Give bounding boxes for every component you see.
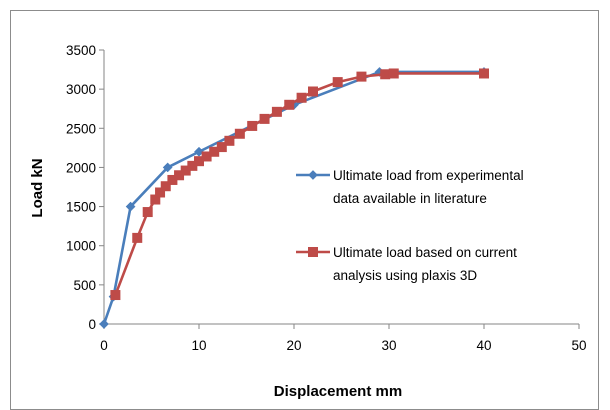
data-point [234, 128, 245, 139]
series-layer [99, 66, 489, 329]
data-point [271, 106, 282, 117]
legend-label: analysis using plaxis 3D [333, 268, 477, 283]
x-tick-label: 20 [286, 338, 301, 353]
legend-label: Ultimate load from experimental [333, 168, 524, 183]
y-tick-label: 2500 [66, 121, 96, 136]
data-point [167, 174, 178, 185]
data-point [216, 142, 227, 153]
x-tick-label: 0 [100, 338, 108, 353]
data-point [296, 92, 307, 103]
axes: 0 500 1000 1500 2000 2500 3000 3500 0 10 20 30 40 50 [66, 43, 587, 353]
data-point [388, 68, 399, 79]
y-axis-title: Load kN [29, 158, 46, 217]
data-point [194, 156, 204, 167]
legend-marker [308, 170, 318, 180]
data-point [284, 99, 295, 110]
legend-item-experimental: Ultimate load from experimental data avai… [296, 168, 524, 206]
data-point [110, 290, 121, 301]
data-point [132, 232, 143, 243]
data-point [160, 181, 171, 192]
data-point [224, 135, 235, 146]
data-point [479, 68, 489, 79]
chart-frame [10, 10, 599, 410]
data-point [155, 187, 166, 198]
y-tick-label: 1500 [66, 200, 96, 215]
x-tick-label: 10 [191, 338, 206, 353]
data-point [162, 162, 173, 173]
y-tick-label: 1000 [66, 239, 96, 254]
data-point [174, 170, 185, 181]
y-tick-label: 3000 [66, 82, 96, 97]
data-point [201, 151, 212, 162]
y-tick-label: 2000 [66, 160, 96, 175]
data-point [380, 69, 391, 80]
series-plaxis [110, 68, 489, 301]
x-tick-label: 30 [381, 338, 396, 353]
data-point [99, 319, 109, 329]
data-point [209, 146, 220, 157]
y-tick-label: 500 [73, 278, 96, 293]
data-point [332, 77, 343, 88]
legend-item-plaxis: Ultimate load based on current analysis u… [296, 245, 517, 283]
legend-label: data available in literature [333, 191, 487, 206]
data-point [142, 207, 153, 218]
legend-marker [308, 247, 318, 257]
data-point [247, 120, 258, 131]
data-point [356, 71, 367, 82]
data-point [259, 113, 270, 124]
data-point [180, 165, 191, 176]
legend-label: Ultimate load based on current [333, 245, 517, 260]
data-point [187, 160, 198, 171]
x-tick-label: 40 [476, 338, 491, 353]
x-tick-label: 50 [571, 338, 586, 353]
data-point [150, 194, 161, 205]
y-tick-label: 0 [88, 317, 96, 332]
x-axis-title: Displacement mm [274, 383, 402, 400]
data-point [308, 86, 318, 97]
legend: Ultimate load from experimental data avai… [296, 168, 524, 283]
y-tick-label: 3500 [66, 43, 96, 58]
data-point [125, 201, 136, 212]
